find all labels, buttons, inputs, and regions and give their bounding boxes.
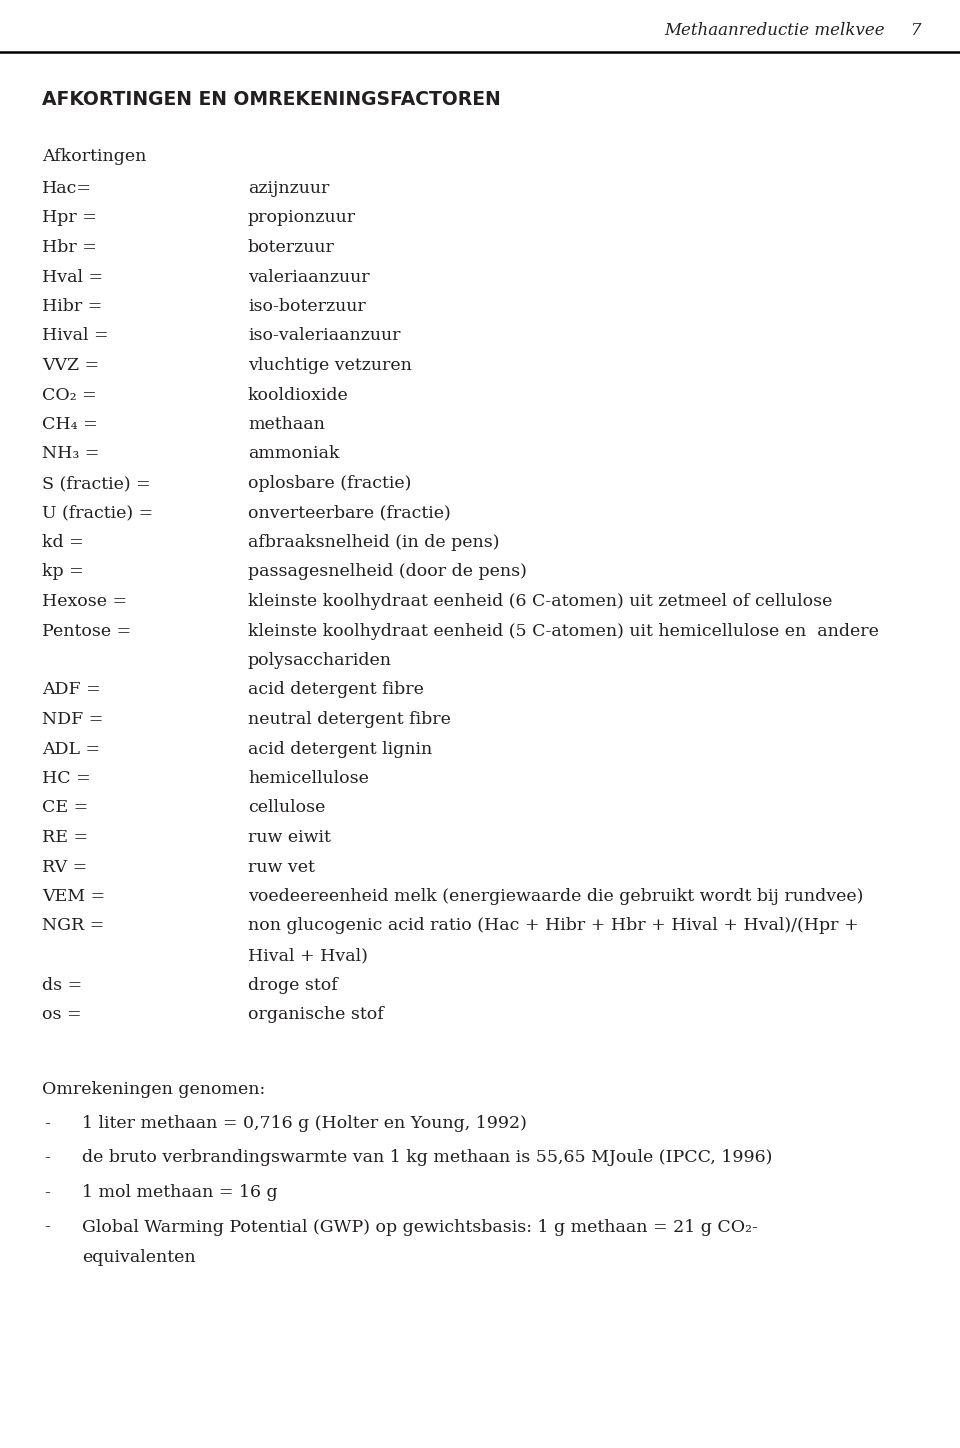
Text: cellulose: cellulose [248,799,325,817]
Text: iso-valeriaanzuur: iso-valeriaanzuur [248,327,400,345]
Text: hemicellulose: hemicellulose [248,770,369,788]
Text: droge stof: droge stof [248,976,338,993]
Text: Global Warming Potential (GWP) op gewichtsbasis: 1 g methaan = 21 g CO₂-: Global Warming Potential (GWP) op gewich… [82,1219,757,1235]
Text: NDF =: NDF = [42,711,104,728]
Text: oplosbare (fractie): oplosbare (fractie) [248,475,412,492]
Text: 1 mol methaan = 16 g: 1 mol methaan = 16 g [82,1184,277,1200]
Text: Hival =: Hival = [42,327,108,345]
Text: Hibr =: Hibr = [42,298,103,316]
Text: passagesnelheid (door de pens): passagesnelheid (door de pens) [248,563,527,581]
Text: VEM =: VEM = [42,888,106,905]
Text: VVZ =: VVZ = [42,358,99,374]
Text: acid detergent lignin: acid detergent lignin [248,740,432,757]
Text: CH₄ =: CH₄ = [42,416,98,433]
Text: os =: os = [42,1006,82,1022]
Text: ADF =: ADF = [42,682,101,698]
Text: -: - [44,1184,50,1200]
Text: voedeereenheid melk (energiewaarde die gebruikt wordt bij rundvee): voedeereenheid melk (energiewaarde die g… [248,888,863,905]
Text: Hbr =: Hbr = [42,239,97,256]
Text: ruw vet: ruw vet [248,859,315,876]
Text: iso-boterzuur: iso-boterzuur [248,298,366,316]
Text: kooldioxide: kooldioxide [248,387,348,404]
Text: Hpr =: Hpr = [42,210,97,226]
Text: AFKORTINGEN EN OMREKENINGSFACTOREN: AFKORTINGEN EN OMREKENINGSFACTOREN [42,90,501,109]
Text: organische stof: organische stof [248,1006,384,1022]
Text: U (fractie) =: U (fractie) = [42,504,154,521]
Text: azijnzuur: azijnzuur [248,180,329,197]
Text: ds =: ds = [42,976,83,993]
Text: ruw eiwit: ruw eiwit [248,830,331,846]
Text: polysacchariden: polysacchariden [248,652,392,669]
Text: kleinste koolhydraat eenheid (6 C-atomen) uit zetmeel of cellulose: kleinste koolhydraat eenheid (6 C-atomen… [248,594,832,610]
Text: Omrekeningen genomen:: Omrekeningen genomen: [42,1080,265,1098]
Text: CE =: CE = [42,799,88,817]
Text: -: - [44,1219,50,1235]
Text: equivalenten: equivalenten [82,1248,196,1266]
Text: boterzuur: boterzuur [248,239,335,256]
Text: afbraaksnelheid (in de pens): afbraaksnelheid (in de pens) [248,534,499,552]
Text: non glucogenic acid ratio (Hac + Hibr + Hbr + Hival + Hval)/(Hpr +: non glucogenic acid ratio (Hac + Hibr + … [248,918,858,934]
Text: S (fractie) =: S (fractie) = [42,475,151,492]
Text: de bruto verbrandingswarmte van 1 kg methaan is 55,65 MJoule (IPCC, 1996): de bruto verbrandingswarmte van 1 kg met… [82,1150,773,1167]
Text: onverteerbare (fractie): onverteerbare (fractie) [248,504,451,521]
Text: NGR =: NGR = [42,918,105,934]
Text: neutral detergent fibre: neutral detergent fibre [248,711,451,728]
Text: Hexose =: Hexose = [42,594,127,610]
Text: Hival + Hval): Hival + Hval) [248,947,368,964]
Text: Methaanreductie melkvee     7: Methaanreductie melkvee 7 [664,22,922,39]
Text: propionzuur: propionzuur [248,210,356,226]
Text: kd =: kd = [42,534,84,552]
Text: valeriaanzuur: valeriaanzuur [248,268,370,285]
Text: -: - [44,1150,50,1167]
Text: 1 liter methaan = 0,716 g (Holter en Young, 1992): 1 liter methaan = 0,716 g (Holter en You… [82,1115,527,1132]
Text: RV =: RV = [42,859,87,876]
Text: -: - [44,1115,50,1132]
Text: kleinste koolhydraat eenheid (5 C-atomen) uit hemicellulose en  andere: kleinste koolhydraat eenheid (5 C-atomen… [248,623,878,640]
Text: methaan: methaan [248,416,324,433]
Text: ammoniak: ammoniak [248,446,340,462]
Text: ADL =: ADL = [42,740,100,757]
Text: Pentose =: Pentose = [42,623,132,640]
Text: CO₂ =: CO₂ = [42,387,97,404]
Text: RE =: RE = [42,830,88,846]
Text: Afkortingen: Afkortingen [42,148,146,165]
Text: Hval =: Hval = [42,268,103,285]
Text: HC =: HC = [42,770,91,788]
Text: vluchtige vetzuren: vluchtige vetzuren [248,358,412,374]
Text: NH₃ =: NH₃ = [42,446,100,462]
Text: Hac=: Hac= [42,180,92,197]
Text: kp =: kp = [42,563,84,581]
Text: acid detergent fibre: acid detergent fibre [248,682,424,698]
